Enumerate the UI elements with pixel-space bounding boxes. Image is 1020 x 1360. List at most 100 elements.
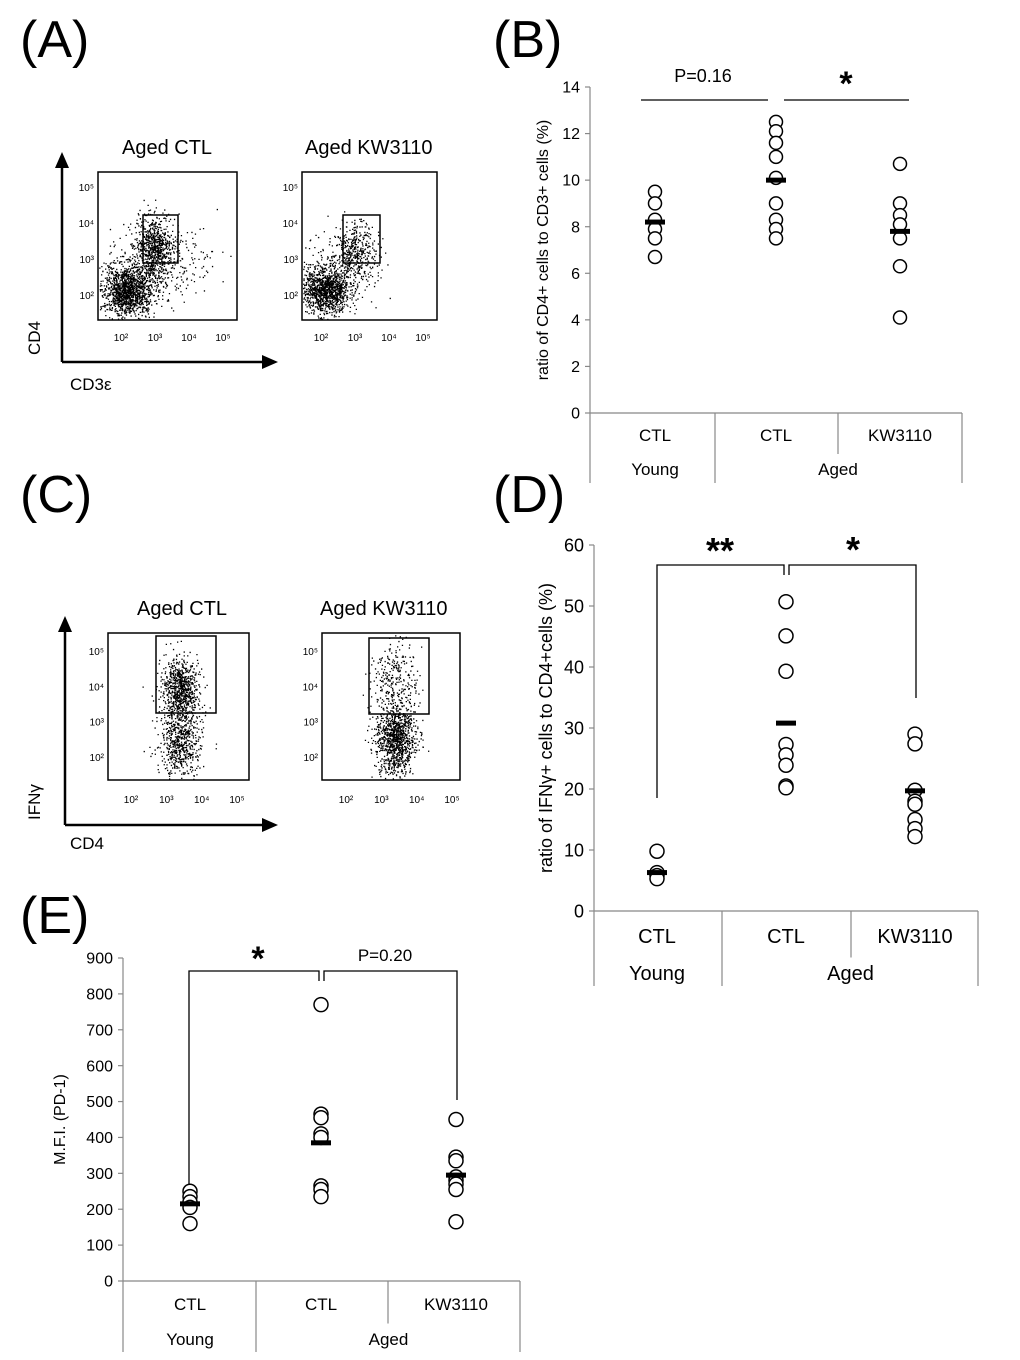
flow-x-tick-label: 10²	[314, 333, 329, 344]
flow-x-tick-label: 10⁵	[444, 795, 459, 806]
x-category-label: KW3110	[868, 426, 932, 445]
flow-x-tick-label: 10³	[348, 333, 363, 344]
data-point	[892, 156, 908, 172]
panel-a-y-axis-label: CD4	[25, 321, 44, 355]
event-dots	[142, 640, 218, 781]
panel-c-plot1-ticks: 10² 10³ 10⁴ 10⁵ 10⁵ 10⁴ 10³ 10²	[89, 647, 245, 806]
data-point	[313, 1109, 329, 1126]
flow-x-tick-label: 10³	[159, 795, 174, 806]
x-category-label: KW3110	[424, 1295, 488, 1314]
flow-y-tick-label: 10⁵	[303, 647, 318, 658]
mean-bar	[766, 177, 786, 183]
y-tick-label: 100	[86, 1238, 113, 1255]
data-point	[448, 1214, 464, 1230]
y-tick-label: 500	[86, 1094, 113, 1111]
panel-c-plot2-ticks: 10² 10³ 10⁴ 10⁵ 10⁵ 10⁴ 10³ 10²	[303, 647, 460, 806]
x-category-label: CTL	[174, 1295, 206, 1314]
flow-y-tick-label: 10²	[80, 291, 95, 302]
flow-y-tick-label: 10⁵	[283, 183, 298, 194]
data-point	[313, 1188, 329, 1205]
significance-label: **	[706, 530, 734, 571]
flow-x-tick-label: 10²	[339, 795, 354, 806]
mean-bar	[645, 219, 665, 225]
y-tick-label: 400	[86, 1130, 113, 1147]
data-point	[778, 780, 794, 796]
x-group-label: Aged	[369, 1330, 409, 1349]
panel-label-a: (A)	[20, 11, 89, 69]
flow-x-tick-label: 10⁵	[415, 333, 430, 344]
significance-bracket	[788, 564, 917, 698]
y-tick-label: 8	[571, 219, 580, 236]
y-tick-label: 2	[571, 359, 580, 376]
y-tick-label: 12	[562, 126, 580, 143]
panel-c-flow: IFNγ CD4 Aged CTL 10² 10³ 10⁴ 10⁵10⁵10⁴10³1…	[25, 598, 461, 853]
x-group-label: Young	[629, 963, 685, 985]
significance-label: *	[251, 940, 265, 978]
panel-a-plot2-frame	[301, 171, 438, 321]
panel-label-c: (C)	[20, 466, 92, 524]
mean-bar	[311, 1140, 331, 1146]
panel-label-d: (D)	[493, 466, 565, 524]
data-point	[649, 843, 665, 859]
flow-x-tick-label: 10⁴	[409, 795, 424, 806]
flow-y-tick-label: 10²	[304, 753, 319, 764]
flow-y-tick-label: 10²	[284, 291, 299, 302]
flow-y-tick-label: 10³	[284, 255, 299, 266]
panel-a-plot2-ticks: 10² 10³ 10⁴ 10⁵ 10⁵ 10⁴ 10³ 10²	[283, 183, 431, 344]
data-point	[778, 628, 794, 644]
y-tick-label: 200	[86, 1202, 113, 1219]
panel-c-y-axis-label: IFNγ	[25, 784, 44, 820]
y-tick-label: 50	[564, 596, 584, 616]
data-point	[892, 310, 908, 325]
x-group-label: Aged	[818, 460, 858, 479]
y-tick-label: 0	[574, 901, 584, 921]
x-group-label: Young	[166, 1330, 214, 1349]
y-tick-label: 4	[571, 312, 580, 329]
panel-c-plot1-frame	[107, 632, 250, 781]
flow-x-tick-label: 10²	[114, 333, 129, 344]
chart-b: 0 2 4 6 8 10 12 14 ratio of CD4+ cells to CD3+ c…	[535, 65, 963, 483]
panel-c-plot1-gate	[155, 635, 217, 714]
flow-y-tick-label: 10⁵	[79, 183, 94, 194]
event-dots	[303, 211, 391, 321]
panel-c-plot1-title: Aged CTL	[137, 598, 227, 620]
flow-y-tick-label: 10³	[304, 718, 319, 729]
data-point	[768, 231, 784, 246]
data-point	[907, 796, 923, 812]
panel-label-e: (E)	[20, 887, 89, 945]
panel-c-x-axis-label: CD4	[70, 834, 104, 853]
panel-a-plot2-events	[303, 211, 391, 321]
chart-d: 0 10 20 30 40 50 60 ratio of IFNγ+ cells to CD4…	[536, 529, 979, 986]
flow-x-tick-label: 10⁴	[181, 333, 196, 344]
data-point	[778, 593, 794, 610]
significance-bracket	[323, 970, 458, 1100]
y-tick-label: 14	[562, 80, 580, 97]
mean-bar	[180, 1201, 200, 1207]
flow-y-tick-label: 10⁴	[283, 219, 298, 230]
chart-e: 0 100 200 300 400 500 600 700 800 900 M.F.I. (PD-1…	[52, 940, 521, 1352]
x-category-label: CTL	[767, 926, 805, 948]
event-dots	[99, 199, 232, 320]
mean-bar	[890, 228, 910, 234]
data-point	[448, 1111, 464, 1128]
mean-bar	[776, 720, 796, 726]
y-tick-label: 0	[104, 1274, 113, 1291]
x-category-label: CTL	[760, 426, 792, 445]
flow-x-tick-label: 10³	[374, 795, 389, 806]
y-tick-label: 900	[86, 951, 113, 968]
flow-x-tick-label: 10²	[124, 795, 139, 806]
data-point	[778, 663, 794, 680]
significance-label: P=0.16	[674, 66, 732, 86]
flow-y-tick-label: 10³	[80, 255, 95, 266]
flow-x-tick-label: 10⁵	[215, 333, 230, 344]
x-category-label: CTL	[305, 1295, 337, 1314]
flow-x-tick-label: 10⁴	[381, 333, 396, 344]
panel-c-plot2-frame	[321, 632, 461, 781]
y-tick-label: 600	[86, 1058, 113, 1075]
x-group-label: Young	[631, 460, 679, 479]
panel-a-plot2-title: Aged KW3110	[305, 137, 433, 159]
data-point	[768, 149, 784, 165]
flow-x-tick-label: 10⁵	[229, 795, 244, 806]
flow-y-tick-label: 10³	[90, 718, 105, 729]
